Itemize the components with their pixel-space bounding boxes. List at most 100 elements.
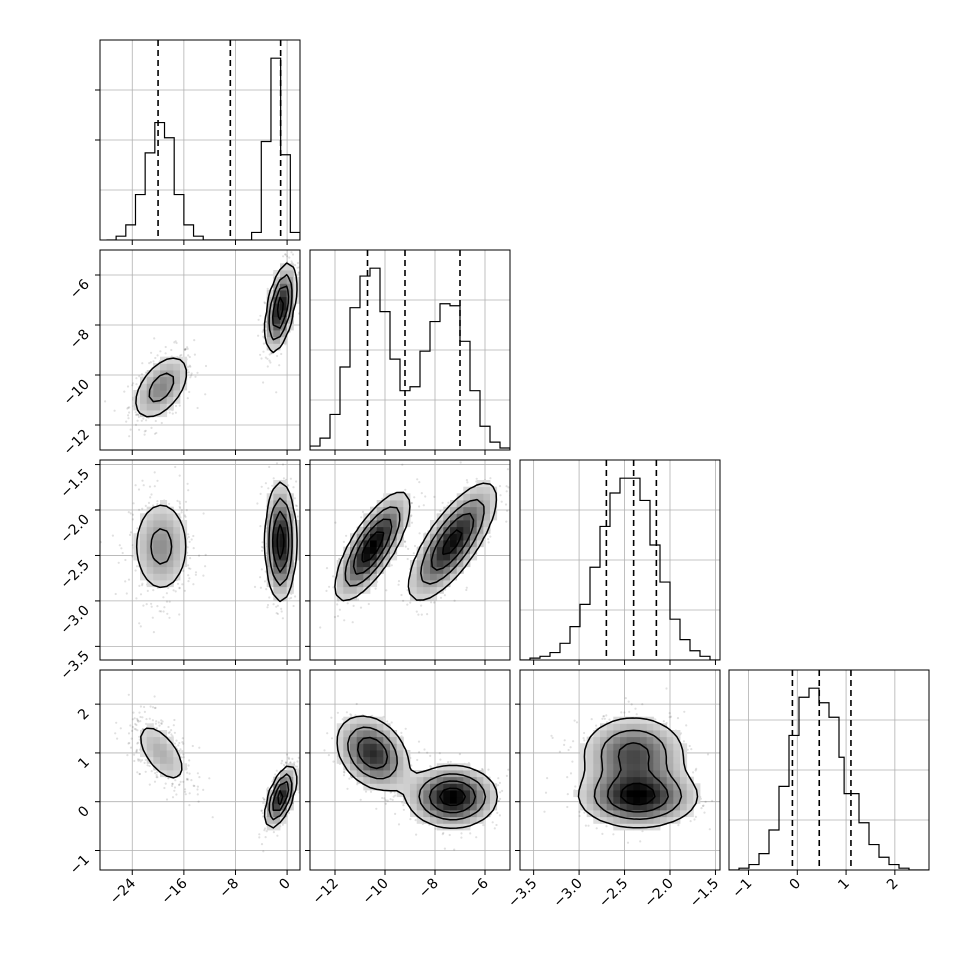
p30-point	[160, 722, 163, 725]
p10-point	[144, 371, 147, 374]
panel-2-2-plot-area	[520, 460, 720, 660]
p20-point	[194, 573, 197, 576]
p30-point	[173, 718, 176, 722]
p21-cell	[396, 506, 404, 514]
p10-point	[261, 330, 264, 333]
p10-point	[204, 393, 207, 396]
p30-cell	[280, 796, 288, 804]
p20-point	[127, 511, 130, 514]
p20-cell	[280, 500, 288, 508]
p21-cell	[363, 533, 371, 541]
p20-cell	[166, 506, 174, 514]
p30-point	[143, 710, 146, 713]
p21-cell	[430, 526, 438, 534]
p21-cell	[476, 513, 484, 521]
p30-point	[131, 725, 134, 729]
p30-cell	[166, 770, 174, 778]
p10-point	[278, 364, 281, 367]
p10-point	[259, 314, 262, 317]
p20-cell	[146, 540, 154, 548]
p21-cell	[450, 506, 458, 514]
p21-point	[406, 589, 409, 592]
p21-cell	[383, 526, 391, 534]
p20-point	[272, 477, 275, 480]
p20-point	[160, 610, 163, 613]
p10-cell	[173, 376, 181, 384]
p21-point	[500, 500, 503, 503]
p10-point	[136, 419, 139, 422]
p10-point	[186, 397, 189, 400]
p10-point	[154, 419, 157, 423]
p20-point	[192, 534, 195, 538]
p30-point	[272, 831, 275, 834]
p31-point	[410, 764, 413, 767]
p21-cell	[456, 566, 464, 574]
p30-cell	[273, 796, 281, 804]
p30-cell	[153, 756, 161, 764]
panel-2-1-frame	[309, 459, 511, 661]
p30-point	[145, 718, 148, 721]
p31-point	[469, 832, 472, 835]
p31-point	[400, 731, 403, 734]
p20-point	[145, 603, 148, 606]
p30-point	[211, 816, 214, 819]
p31-point	[497, 777, 500, 780]
p10-density	[133, 263, 300, 418]
p10-cell	[160, 376, 168, 384]
p20-cell	[280, 520, 288, 528]
p20-contour-0	[135, 481, 298, 603]
p20-cell	[273, 560, 281, 568]
p20-point	[276, 604, 279, 607]
p20-cell	[286, 500, 294, 508]
p21-cell	[436, 546, 444, 554]
p30-point	[137, 720, 140, 723]
p10-cell	[160, 370, 168, 378]
p21-cell	[463, 513, 471, 521]
p20-cell	[273, 580, 281, 588]
p20-point	[262, 546, 265, 549]
p21-cell	[430, 546, 438, 554]
p31-point	[416, 758, 419, 762]
p21-cell	[456, 540, 464, 548]
p30-point	[136, 771, 139, 774]
p10-point	[175, 341, 178, 345]
p10-point	[276, 354, 279, 358]
p20-point	[153, 471, 156, 474]
p20-point	[152, 631, 155, 634]
p21-point	[418, 532, 421, 535]
p10-point	[189, 365, 192, 368]
p31-point	[443, 847, 446, 850]
p30-point	[136, 742, 139, 745]
p30-point	[188, 772, 191, 775]
p30-point	[174, 779, 177, 782]
panel-3-0-plot-area	[100, 670, 300, 870]
p20-point	[183, 589, 186, 592]
p20-cell	[286, 506, 294, 514]
p21-cell	[430, 540, 438, 548]
p21-point	[412, 552, 415, 555]
p21-cell	[363, 586, 371, 594]
p20-cell	[173, 540, 181, 548]
p20-cell	[173, 546, 181, 554]
p10-point	[143, 430, 146, 433]
p21-cell	[476, 493, 484, 501]
p31-point	[497, 799, 501, 802]
p10-point	[127, 414, 130, 417]
p30-point	[163, 786, 166, 790]
p20-cell	[140, 546, 148, 554]
p21-point	[352, 604, 355, 607]
p30-point	[164, 782, 167, 785]
p20-point	[204, 565, 207, 568]
p20-cell	[286, 520, 294, 528]
p20-point	[142, 604, 145, 607]
p31-point	[369, 790, 373, 793]
p10-cell	[286, 270, 294, 278]
p21-cell	[463, 493, 471, 501]
p21-cell	[423, 593, 431, 601]
p21-point	[420, 604, 423, 607]
p20-point	[302, 549, 304, 551]
p30-cell	[273, 816, 281, 824]
p20-point	[259, 492, 262, 495]
p21-point	[338, 608, 341, 611]
p20-point	[129, 531, 133, 534]
